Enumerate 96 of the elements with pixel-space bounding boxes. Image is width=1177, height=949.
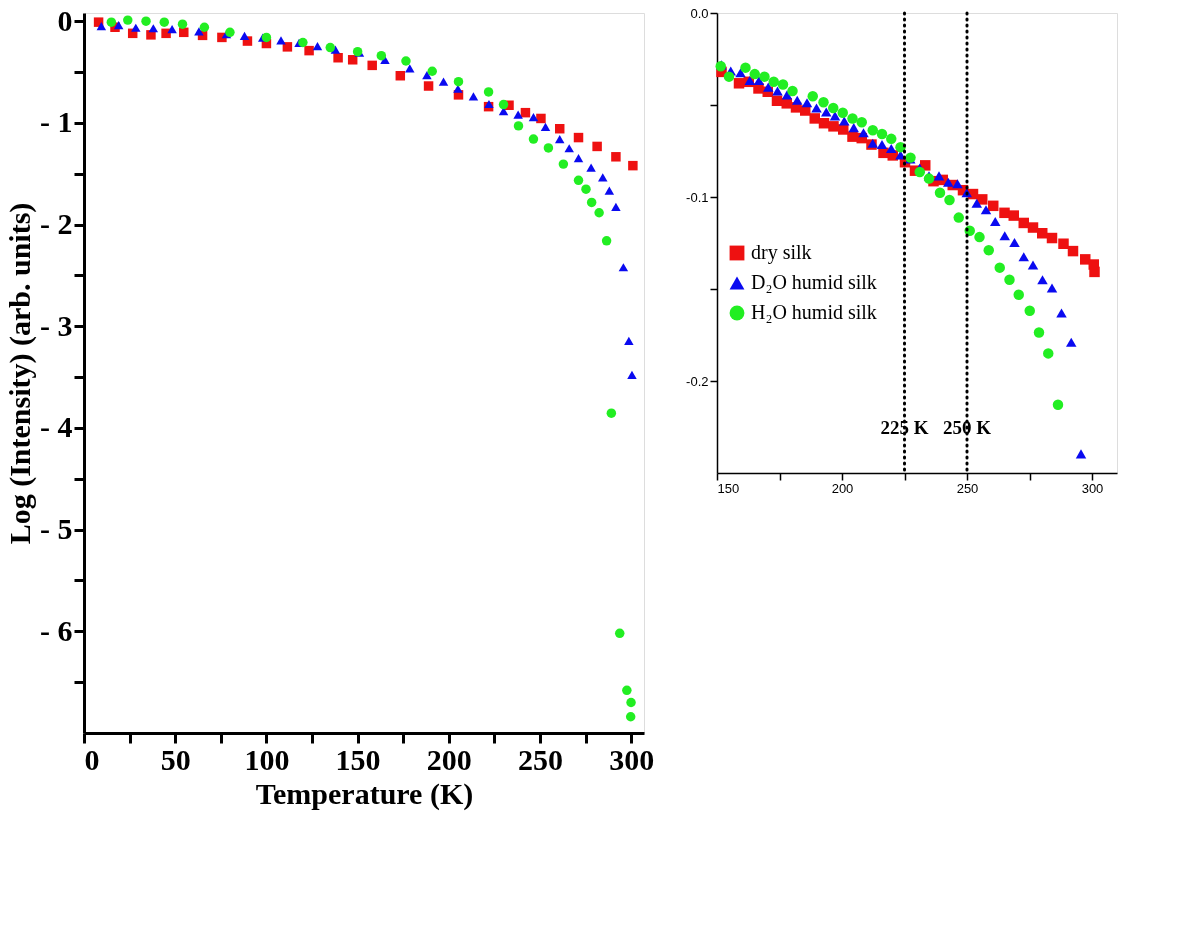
point xyxy=(96,22,107,31)
point xyxy=(601,236,612,246)
point xyxy=(427,66,437,76)
point xyxy=(453,76,464,87)
point xyxy=(624,336,634,346)
point xyxy=(276,36,286,45)
point xyxy=(573,154,584,163)
point xyxy=(167,25,177,34)
point xyxy=(540,122,551,132)
point xyxy=(194,27,204,36)
point xyxy=(604,186,615,195)
point xyxy=(536,113,546,124)
legend-label: H₂O humid silk xyxy=(751,301,877,323)
point xyxy=(422,70,432,80)
point xyxy=(586,163,596,172)
point xyxy=(304,45,314,56)
x-tick-label: 300 xyxy=(609,742,655,776)
point xyxy=(405,64,415,73)
point xyxy=(558,159,569,169)
point xyxy=(468,92,479,101)
x-tick-label: 250 xyxy=(518,742,564,776)
point xyxy=(581,184,591,194)
point xyxy=(573,175,584,186)
point xyxy=(312,41,323,51)
x-tick-label: 250 xyxy=(956,480,979,496)
point xyxy=(594,208,604,218)
x-axis-title: Temperature (K) xyxy=(255,776,474,811)
point xyxy=(131,23,141,32)
point xyxy=(622,685,632,696)
point xyxy=(298,37,308,48)
y-tick-label: -0.1 xyxy=(686,189,709,205)
point xyxy=(325,42,335,53)
point xyxy=(159,17,169,27)
ref-line-label: 250 K xyxy=(942,417,992,438)
point xyxy=(513,121,524,131)
point xyxy=(615,628,625,639)
point xyxy=(225,27,235,38)
point xyxy=(106,17,117,27)
x-tick-label: 50 xyxy=(160,742,191,776)
x-tick-label: 300 xyxy=(1081,480,1104,496)
point xyxy=(592,141,602,152)
y-tick-label: - 5 xyxy=(40,512,73,546)
y-tick-label: - 6 xyxy=(40,613,73,647)
x-tick-label: 0 xyxy=(84,742,100,776)
y-tick-label: - 4 xyxy=(40,410,73,444)
y-tick-label: 0 xyxy=(57,3,73,37)
point xyxy=(148,24,159,33)
point xyxy=(626,697,636,708)
legend-label: dry silk xyxy=(751,241,812,264)
y-tick-label: -0.2 xyxy=(686,373,709,389)
point xyxy=(498,99,509,110)
y-tick-label: 0.0 xyxy=(690,5,709,21)
point xyxy=(586,197,597,208)
point xyxy=(438,77,449,86)
point xyxy=(376,50,387,61)
point xyxy=(513,110,523,119)
point xyxy=(347,55,358,65)
point xyxy=(628,160,638,171)
point xyxy=(606,408,617,418)
point xyxy=(367,60,377,71)
point xyxy=(141,16,151,26)
point xyxy=(179,27,189,38)
x-tick-label: 100 xyxy=(244,742,290,776)
point xyxy=(625,712,636,722)
point xyxy=(199,22,210,32)
point xyxy=(627,370,637,379)
point xyxy=(261,32,272,43)
point xyxy=(177,19,188,29)
legend-label: D₂O humid silk xyxy=(751,271,877,293)
point xyxy=(528,134,539,144)
point xyxy=(483,87,494,97)
point xyxy=(611,202,621,211)
y-tick-label: - 3 xyxy=(40,308,73,342)
point xyxy=(564,144,574,153)
y-tick-label: - 1 xyxy=(40,105,73,139)
x-tick-label: 200 xyxy=(831,480,854,496)
point xyxy=(554,134,565,144)
point xyxy=(573,132,584,143)
point xyxy=(239,31,250,40)
point xyxy=(282,42,293,52)
point xyxy=(113,21,124,30)
point xyxy=(611,152,621,162)
point xyxy=(423,81,434,91)
point xyxy=(528,112,539,122)
point xyxy=(618,263,629,272)
point xyxy=(333,53,343,63)
x-tick-label: 150 xyxy=(717,480,740,496)
point xyxy=(401,56,411,66)
point xyxy=(395,71,406,81)
y-tick-label: - 2 xyxy=(40,207,73,241)
x-tick-label: 200 xyxy=(426,742,472,776)
point xyxy=(554,123,565,134)
point xyxy=(543,143,554,153)
y-axis-title: Log (Intensity) (arb. units) xyxy=(3,202,38,545)
point xyxy=(123,15,133,25)
x-tick-label: 150 xyxy=(335,742,381,776)
